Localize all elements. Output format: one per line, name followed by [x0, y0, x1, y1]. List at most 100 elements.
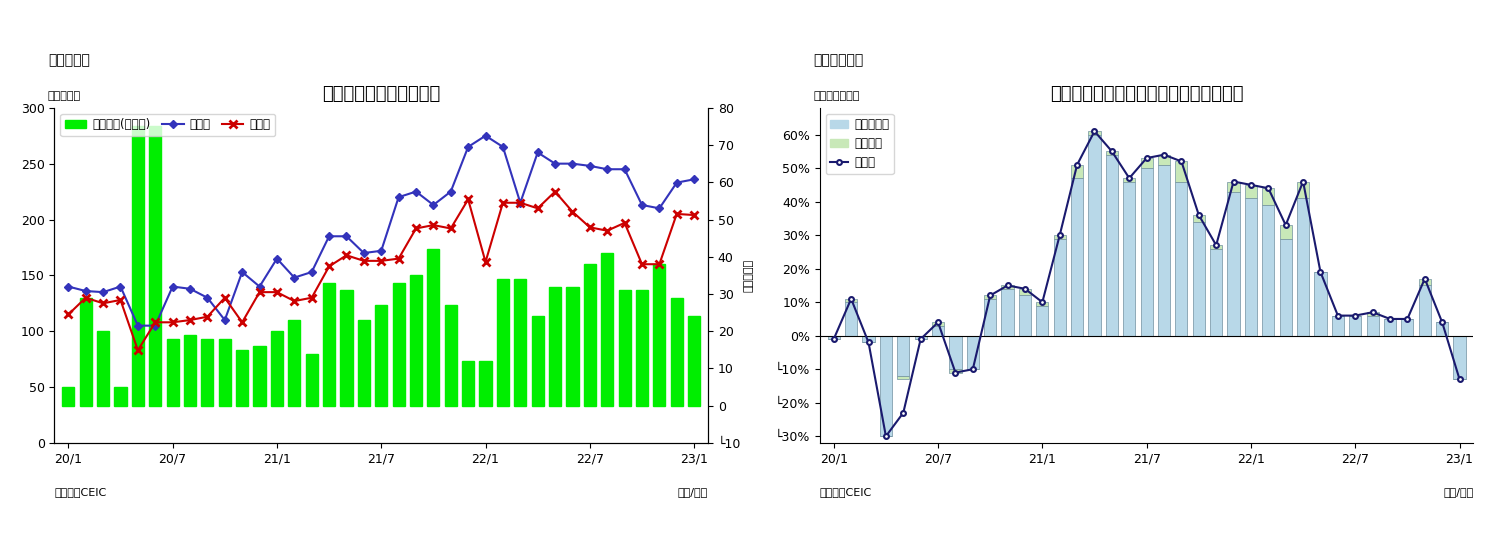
輸出額: [199, 294, 217, 301]
Bar: [1332, 316, 1344, 336]
Bar: [1036, 306, 1048, 336]
輸出額: [563, 160, 581, 167]
輸出額: [337, 233, 355, 240]
Bar: [150, 126, 162, 406]
Bar: [1314, 272, 1326, 336]
Bar: [984, 295, 997, 299]
Bar: [97, 331, 109, 406]
輸出額: [1364, 309, 1382, 316]
輸出額: [633, 202, 651, 208]
Bar: [653, 264, 666, 406]
輸出額: [1190, 212, 1208, 218]
輸入額: [129, 347, 147, 354]
Bar: [915, 336, 927, 339]
Bar: [376, 305, 388, 406]
輸出額: [147, 322, 165, 329]
Bar: [1036, 302, 1048, 306]
輸出額: [234, 269, 251, 276]
輸出額: [946, 369, 964, 376]
輸出額: [442, 188, 460, 195]
輸出額: [930, 319, 948, 326]
Bar: [933, 322, 945, 326]
輸入額: [268, 289, 286, 295]
輸出額: [998, 282, 1016, 289]
Bar: [427, 249, 440, 406]
輸入額: [460, 196, 478, 203]
Bar: [340, 290, 353, 406]
輸入額: [528, 205, 546, 212]
輸出額: [894, 409, 912, 416]
輸出額: [1016, 285, 1034, 292]
Bar: [1246, 198, 1257, 336]
輸出額: [512, 199, 530, 206]
輸入額: [633, 261, 651, 268]
Bar: [1228, 181, 1240, 192]
Bar: [618, 290, 630, 406]
輸出額: [76, 288, 94, 294]
輸出額: [181, 285, 199, 292]
輸入額: [181, 317, 199, 323]
Bar: [844, 302, 858, 336]
Bar: [323, 283, 335, 406]
輸入額: [355, 257, 373, 264]
Bar: [219, 339, 231, 406]
Bar: [1419, 285, 1431, 336]
輸入額: [111, 296, 129, 303]
Bar: [949, 336, 961, 369]
輸出額: [1433, 319, 1451, 326]
輸入額: [250, 289, 268, 295]
輸入額: [650, 261, 668, 268]
Bar: [479, 361, 491, 406]
Bar: [531, 316, 543, 406]
Bar: [63, 387, 75, 406]
輸出額: [250, 283, 268, 290]
Bar: [1070, 178, 1084, 336]
輸入額: [599, 228, 617, 234]
Bar: [1383, 319, 1397, 336]
Bar: [445, 305, 457, 406]
Bar: [1193, 222, 1205, 336]
輸出額: [1329, 312, 1347, 319]
Bar: [1262, 188, 1274, 205]
Bar: [949, 369, 961, 372]
Bar: [880, 336, 892, 436]
輸出額: [1382, 316, 1400, 322]
Text: （資料）CEIC: （資料）CEIC: [54, 487, 106, 496]
輸入額: [216, 294, 234, 301]
Bar: [1262, 205, 1274, 336]
Bar: [1349, 316, 1361, 336]
Bar: [1001, 289, 1013, 336]
Bar: [1123, 178, 1135, 181]
Bar: [513, 279, 527, 406]
Bar: [1401, 319, 1413, 336]
Bar: [689, 316, 701, 406]
Bar: [933, 326, 945, 336]
Text: （図表１０）: （図表１０）: [813, 53, 864, 68]
輸出額: [460, 144, 478, 150]
輸入額: [476, 258, 494, 265]
Bar: [549, 287, 561, 406]
Bar: [392, 283, 404, 406]
輸出額: [1069, 161, 1087, 168]
輸出額: [355, 250, 373, 256]
Bar: [1001, 285, 1013, 289]
Bar: [305, 354, 317, 406]
Bar: [1210, 249, 1222, 336]
輸出額: [373, 247, 391, 254]
Bar: [1419, 279, 1431, 285]
輸入額: [373, 257, 391, 264]
Text: （億ドル）: （億ドル）: [48, 91, 81, 101]
輸出額: [1398, 316, 1416, 322]
輸出額: [389, 194, 407, 201]
Bar: [584, 264, 596, 406]
Bar: [184, 335, 196, 406]
Bar: [1367, 312, 1379, 316]
輸出額: [877, 433, 895, 440]
Bar: [1019, 289, 1031, 295]
Bar: [289, 320, 301, 406]
Bar: [1054, 235, 1066, 239]
Text: （図表９）: （図表９）: [48, 53, 90, 68]
Bar: [967, 336, 979, 369]
輸出額: [268, 255, 286, 262]
輸出額: [686, 176, 704, 182]
